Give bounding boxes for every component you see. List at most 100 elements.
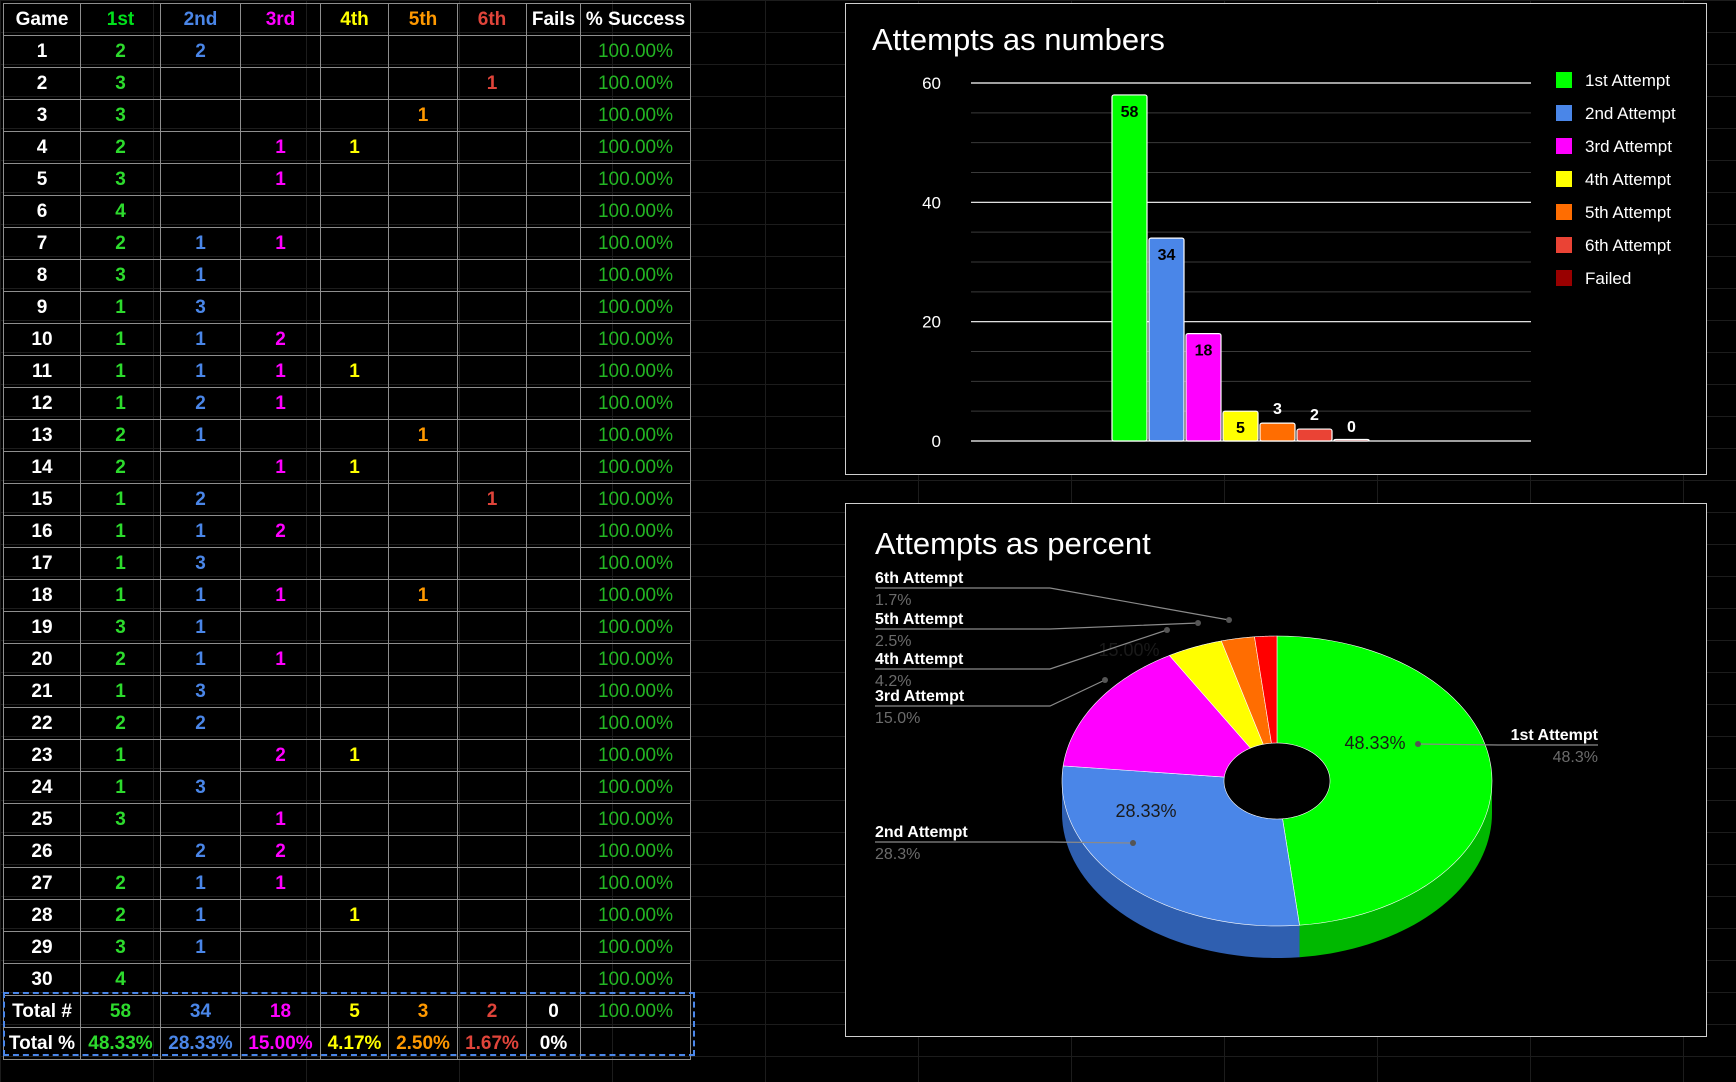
data-cell[interactable]	[240, 259, 321, 292]
data-cell[interactable]: 1	[160, 259, 241, 292]
data-cell[interactable]	[526, 387, 581, 420]
data-cell[interactable]: 1	[160, 899, 241, 932]
data-cell[interactable]: 19	[3, 611, 81, 644]
data-cell[interactable]: 2	[80, 707, 161, 740]
data-cell[interactable]	[320, 387, 389, 420]
data-cell[interactable]	[526, 259, 581, 292]
data-cell[interactable]	[388, 515, 458, 548]
data-cell[interactable]: 1	[80, 323, 161, 356]
total-cell[interactable]: 3	[388, 995, 458, 1028]
data-cell[interactable]: 8	[3, 259, 81, 292]
header-cell[interactable]: Fails	[526, 3, 581, 36]
total-cell[interactable]: Total #	[3, 995, 81, 1028]
data-cell[interactable]: 6	[3, 195, 81, 228]
data-cell[interactable]: 100.00%	[580, 963, 691, 996]
data-cell[interactable]: 3	[160, 771, 241, 804]
data-cell[interactable]	[526, 963, 581, 996]
data-cell[interactable]	[320, 227, 389, 260]
data-cell[interactable]	[388, 547, 458, 580]
bar[interactable]	[1333, 438, 1370, 442]
data-cell[interactable]	[457, 387, 527, 420]
data-cell[interactable]: 2	[80, 227, 161, 260]
data-cell[interactable]: 16	[3, 515, 81, 548]
data-cell[interactable]: 1	[160, 611, 241, 644]
data-cell[interactable]	[388, 675, 458, 708]
data-cell[interactable]: 2	[240, 515, 321, 548]
data-cell[interactable]	[240, 547, 321, 580]
total-cell[interactable]: 2	[457, 995, 527, 1028]
data-cell[interactable]: 1	[240, 643, 321, 676]
data-cell[interactable]: 28	[3, 899, 81, 932]
data-cell[interactable]: 1	[160, 515, 241, 548]
data-cell[interactable]: 1	[80, 515, 161, 548]
data-cell[interactable]: 100.00%	[580, 163, 691, 196]
data-cell[interactable]: 2	[80, 35, 161, 68]
total-cell[interactable]: Total %	[3, 1027, 81, 1060]
data-cell[interactable]	[240, 99, 321, 132]
legend-label[interactable]: 1st Attempt	[1585, 71, 1670, 90]
data-cell[interactable]	[526, 291, 581, 324]
pie-slice[interactable]	[1254, 635, 1278, 744]
legend-label[interactable]: 2nd Attempt	[1585, 104, 1676, 123]
data-cell[interactable]	[320, 867, 389, 900]
data-cell[interactable]	[526, 707, 581, 740]
data-cell[interactable]	[240, 67, 321, 100]
total-cell[interactable]: 28.33%	[160, 1027, 241, 1060]
legend-label[interactable]: 6th Attempt	[1585, 236, 1671, 255]
data-cell[interactable]: 18	[3, 579, 81, 612]
data-cell[interactable]	[320, 643, 389, 676]
data-cell[interactable]	[526, 771, 581, 804]
data-cell[interactable]: 1	[80, 739, 161, 772]
data-cell[interactable]	[160, 963, 241, 996]
data-cell[interactable]	[457, 547, 527, 580]
data-cell[interactable]	[457, 259, 527, 292]
data-cell[interactable]: 1	[320, 451, 389, 484]
data-cell[interactable]: 1	[160, 355, 241, 388]
data-cell[interactable]: 1	[240, 355, 321, 388]
data-cell[interactable]	[160, 163, 241, 196]
data-cell[interactable]	[457, 643, 527, 676]
data-cell[interactable]	[526, 419, 581, 452]
data-cell[interactable]: 100.00%	[580, 227, 691, 260]
data-cell[interactable]	[388, 131, 458, 164]
data-cell[interactable]	[457, 899, 527, 932]
data-cell[interactable]	[457, 963, 527, 996]
data-cell[interactable]: 1	[160, 867, 241, 900]
data-cell[interactable]	[526, 227, 581, 260]
header-cell[interactable]: 4th	[320, 3, 389, 36]
data-cell[interactable]	[457, 323, 527, 356]
data-cell[interactable]	[526, 355, 581, 388]
data-cell[interactable]: 24	[3, 771, 81, 804]
data-cell[interactable]: 100.00%	[580, 131, 691, 164]
data-cell[interactable]: 1	[240, 579, 321, 612]
data-cell[interactable]	[526, 195, 581, 228]
data-cell[interactable]	[320, 259, 389, 292]
data-cell[interactable]	[457, 867, 527, 900]
header-cell[interactable]: 2nd	[160, 3, 241, 36]
data-cell[interactable]	[240, 963, 321, 996]
data-cell[interactable]: 100.00%	[580, 771, 691, 804]
data-cell[interactable]: 2	[160, 707, 241, 740]
data-cell[interactable]	[388, 899, 458, 932]
data-cell[interactable]	[320, 419, 389, 452]
data-cell[interactable]: 100.00%	[580, 611, 691, 644]
data-cell[interactable]: 1	[160, 419, 241, 452]
bar[interactable]	[1185, 333, 1222, 442]
data-cell[interactable]	[457, 739, 527, 772]
data-cell[interactable]: 10	[3, 323, 81, 356]
data-cell[interactable]	[457, 771, 527, 804]
data-cell[interactable]	[160, 451, 241, 484]
data-cell[interactable]	[80, 835, 161, 868]
data-cell[interactable]: 1	[240, 227, 321, 260]
data-cell[interactable]	[320, 675, 389, 708]
data-cell[interactable]	[526, 99, 581, 132]
legend-label[interactable]: Failed	[1585, 269, 1631, 288]
data-cell[interactable]	[388, 195, 458, 228]
data-cell[interactable]	[457, 451, 527, 484]
data-cell[interactable]	[388, 67, 458, 100]
header-cell[interactable]: % Success	[580, 3, 691, 36]
data-cell[interactable]	[457, 579, 527, 612]
data-cell[interactable]	[457, 611, 527, 644]
total-cell[interactable]: 2.50%	[388, 1027, 458, 1060]
data-cell[interactable]: 100.00%	[580, 739, 691, 772]
